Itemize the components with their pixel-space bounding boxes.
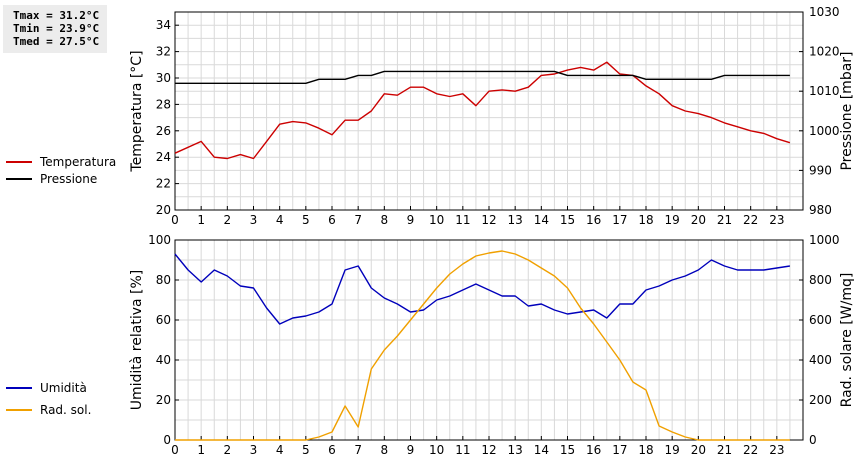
bottom-xtick-label: 12 [481, 443, 496, 457]
bottom-xtick-label: 3 [250, 443, 258, 457]
bottom-xtick-label: 13 [508, 443, 523, 457]
legend-radsol-label: Rad. sol. [40, 403, 92, 417]
bottom-series-0 [174, 253, 791, 325]
bottom-ytick-label: 60 [156, 313, 171, 327]
top-xtick-label: 18 [638, 213, 653, 227]
bottom-y2tick-label: 0 [809, 433, 817, 447]
legend-temperatura-label: Temperatura [40, 155, 117, 169]
top-xtick-label: 23 [769, 213, 784, 227]
bottom-xtick-label: 9 [407, 443, 415, 457]
top-series-1 [175, 70, 790, 85]
top-xtick-label: 12 [481, 213, 496, 227]
top-xtick-label: 10 [429, 213, 444, 227]
legend-pressione-label: Pressione [40, 172, 98, 186]
bottom-xtick-label: 10 [429, 443, 444, 457]
legend-umidita-swatch [6, 387, 32, 389]
top-xtick-label: 7 [354, 213, 362, 227]
top-xtick-label: 8 [381, 213, 389, 227]
bottom-xtick-label: 11 [455, 443, 470, 457]
tmax-text: Tmax = 31.2°C [13, 9, 100, 22]
top-y2tick-label: 1010 [809, 84, 840, 98]
bottom-ytick-label: 0 [163, 433, 171, 447]
top-xtick-label: 6 [328, 213, 336, 227]
legend-umidita-label: Umidità [40, 381, 87, 395]
top-ytick-label: 34 [156, 18, 171, 32]
top-xtick-label: 5 [302, 213, 310, 227]
bottom-ytick-label: 100 [148, 233, 171, 247]
top-xtick-label: 0 [171, 213, 179, 227]
bottom-xtick-label: 21 [717, 443, 732, 457]
bottom-series-1 [175, 250, 790, 441]
bottom-xtick-label: 8 [381, 443, 389, 457]
legend-radsol: Rad. sol. [6, 402, 91, 418]
top-xtick-label: 20 [691, 213, 706, 227]
top-y2tick-label: 1000 [809, 124, 840, 138]
bottom-y2tick-label: 600 [809, 313, 832, 327]
tmin-text: Tmin = 23.9°C [13, 22, 100, 35]
top-xtick-label: 9 [407, 213, 415, 227]
bottom-xtick-label: 1 [197, 443, 205, 457]
bottom-xtick-label: 17 [612, 443, 627, 457]
top-ytick-label: 26 [156, 124, 171, 138]
bottom-xtick-label: 0 [171, 443, 179, 457]
bottom-xtick-label: 20 [691, 443, 706, 457]
bottom-y2tick-label: 800 [809, 273, 832, 287]
bottom-xtick-label: 18 [638, 443, 653, 457]
top-xtick-label: 13 [508, 213, 523, 227]
bottom-ytick-label: 80 [156, 273, 171, 287]
top-xtick-label: 21 [717, 213, 732, 227]
top-ytick-label: 28 [156, 97, 171, 111]
top-xtick-label: 15 [560, 213, 575, 227]
bottom-y2tick-label: 1000 [809, 233, 840, 247]
bottom-xtick-label: 15 [560, 443, 575, 457]
top-y2tick-label: 990 [809, 163, 832, 177]
bottom-y2label: Rad. solare [W/mq] [839, 273, 855, 408]
top-xtick-label: 14 [534, 213, 549, 227]
top-xtick-label: 16 [586, 213, 601, 227]
bottom-xtick-label: 7 [354, 443, 362, 457]
bottom-xtick-label: 23 [769, 443, 784, 457]
top-ylabel: Temperatura [°C] [129, 50, 145, 172]
top-xtick-label: 4 [276, 213, 284, 227]
bottom-xtick-label: 4 [276, 443, 284, 457]
bottom-ytick-label: 20 [156, 393, 171, 407]
top-y2tick-label: 1020 [809, 45, 840, 59]
top-xtick-label: 17 [612, 213, 627, 227]
bottom-ylabel: Umidità relativa [%] [129, 270, 145, 411]
top-y2tick-label: 980 [809, 203, 832, 217]
legend-pressione: Pressione [6, 171, 97, 187]
tmed-text: Tmed = 27.5°C [13, 35, 100, 48]
bottom-xtick-label: 14 [534, 443, 549, 457]
top-series-0 [174, 61, 791, 160]
top-xtick-label: 3 [250, 213, 258, 227]
legend-umidita: Umidità [6, 380, 87, 396]
legend-pressione-swatch [6, 178, 32, 180]
top-xtick-label: 11 [455, 213, 470, 227]
top-ytick-label: 20 [156, 203, 171, 217]
top-ytick-label: 32 [156, 45, 171, 59]
top-xtick-label: 2 [224, 213, 232, 227]
top-xtick-label: 19 [665, 213, 680, 227]
bottom-xtick-label: 5 [302, 443, 310, 457]
top-y2label: Pressione [mbar] [839, 51, 855, 170]
bottom-xtick-label: 16 [586, 443, 601, 457]
bottom-xtick-label: 2 [224, 443, 232, 457]
top-ytick-label: 24 [156, 150, 171, 164]
top-xtick-label: 1 [197, 213, 205, 227]
top-y2tick-label: 1030 [809, 5, 840, 19]
bottom-xtick-label: 19 [665, 443, 680, 457]
top-ytick-label: 30 [156, 71, 171, 85]
top-ytick-label: 22 [156, 177, 171, 191]
bottom-xtick-label: 22 [743, 443, 758, 457]
legend-radsol-swatch [6, 409, 32, 411]
bottom-ytick-label: 40 [156, 353, 171, 367]
top-xtick-label: 22 [743, 213, 758, 227]
bottom-y2tick-label: 400 [809, 353, 832, 367]
legend-temperatura-swatch [6, 161, 32, 163]
bottom-y2tick-label: 200 [809, 393, 832, 407]
bottom-xtick-label: 6 [328, 443, 336, 457]
stats-box: Tmax = 31.2°C Tmin = 23.9°C Tmed = 27.5°… [3, 5, 107, 53]
legend-temperatura: Temperatura [6, 154, 116, 170]
